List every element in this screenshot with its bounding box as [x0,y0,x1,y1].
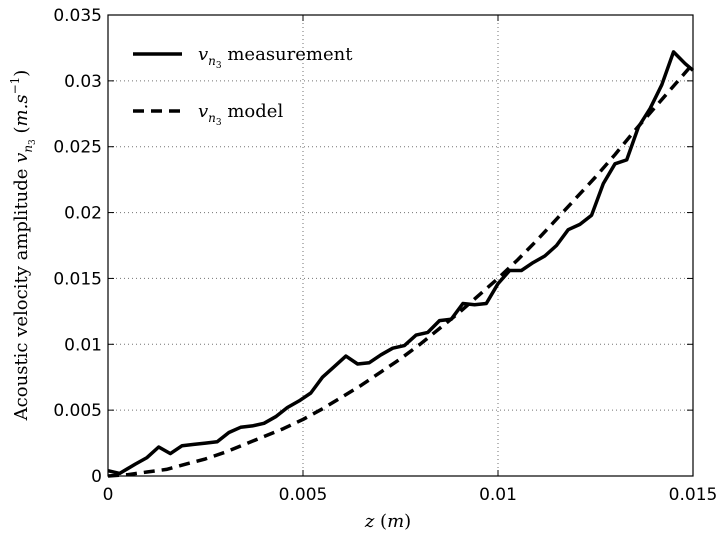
y-tick-label: 0.01 [64,335,102,355]
y-tick-label: 0.025 [53,138,102,158]
series-layer [107,50,695,478]
y-tick-label: 0.03 [64,72,102,92]
grid [108,15,693,476]
series-line-measurement [107,50,695,476]
legend-label-measurement: vn3 measurement [198,44,353,71]
x-tick-label: 0 [103,485,114,505]
y-tick-label: 0.015 [53,269,102,289]
x-axis-label: z (m) [364,511,411,532]
y-tick-label: 0.035 [53,6,102,26]
y-tick-label: 0 [91,467,102,487]
series-line-model [107,62,695,478]
x-tick-label: 0.015 [669,485,718,505]
y-tick-label: 0.02 [64,204,102,224]
plot-frame [107,14,694,477]
legend-label-model: vn3 model [198,101,283,128]
x-tick-label: 0.005 [279,485,328,505]
x-tick-label: 0.01 [479,485,517,505]
y-axis-label: Acoustic velocity amplitude vn3 (m.s−1) [8,70,38,422]
legend: vn3 measurement vn3 model [133,44,353,128]
ticks: 0 0.005 0.01 0.015 0 0.005 0.01 0.015 0.02 0.025 0… [53,6,717,505]
y-tick-label: 0.005 [53,401,102,421]
